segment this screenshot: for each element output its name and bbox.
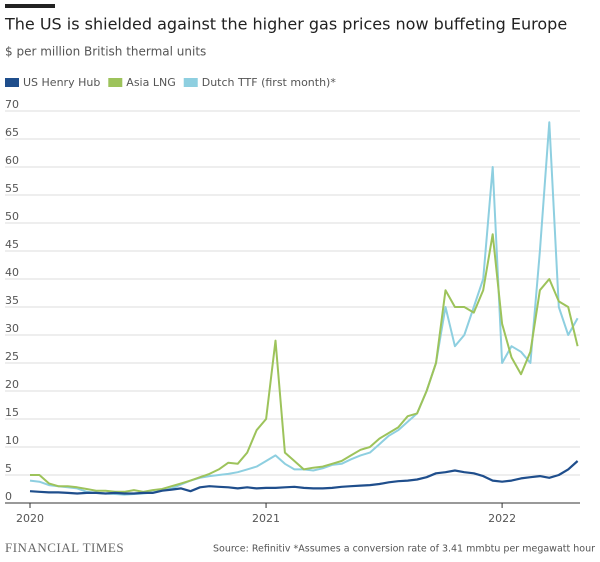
x-tick-label: 2021 — [252, 512, 280, 525]
y-tick-label: 20 — [5, 378, 19, 391]
y-tick-label: 50 — [5, 210, 19, 223]
legend-swatch — [183, 78, 198, 87]
legend-swatch — [5, 78, 19, 87]
y-tick-label: 0 — [5, 490, 12, 503]
legend-swatch — [108, 78, 123, 87]
y-tick-label: 65 — [5, 126, 19, 139]
x-tick-label: 2020 — [16, 512, 44, 525]
y-tick-label: 55 — [5, 182, 19, 195]
y-tick-label: 45 — [5, 238, 19, 251]
y-tick-label: 25 — [5, 350, 19, 363]
legend-label: Asia LNG — [126, 76, 175, 89]
series-line — [30, 233, 579, 493]
y-tick-label: 10 — [5, 434, 19, 447]
series-line — [29, 121, 579, 496]
y-tick-label: 15 — [5, 406, 19, 419]
chart-subtitle: $ per million British thermal units — [5, 45, 206, 59]
y-tick-label: 70 — [5, 98, 19, 111]
y-tick-label: 30 — [5, 322, 19, 335]
legend-label: Dutch TTF (first month)* — [202, 76, 337, 89]
legend-label: US Henry Hub — [23, 76, 100, 89]
y-tick-label: 60 — [5, 154, 19, 167]
y-tick-label: 5 — [5, 462, 12, 475]
brand: FINANCIAL TIMES — [5, 540, 124, 555]
chart-title: The US is shielded against the higher ga… — [4, 15, 567, 34]
y-tick-label: 40 — [5, 266, 19, 279]
x-tick-label: 2022 — [488, 512, 516, 525]
title-bar — [5, 4, 55, 8]
y-tick-label: 35 — [5, 294, 19, 307]
series-line — [29, 460, 579, 495]
source: Source: Refinitiv *Assumes a conversion … — [213, 544, 595, 555]
